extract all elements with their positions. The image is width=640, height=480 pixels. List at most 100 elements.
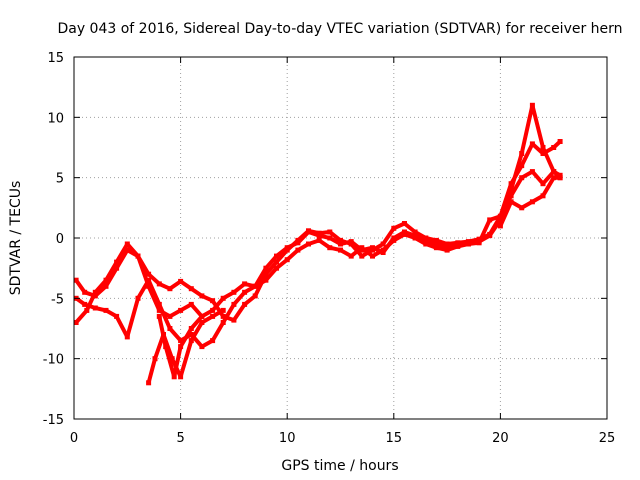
series-point-track-b: [370, 247, 375, 253]
series-point-track-d: [146, 380, 152, 386]
series-point-track-a: [540, 145, 546, 150]
series-point-track-c: [465, 241, 471, 247]
series-point-track-b: [433, 237, 439, 243]
y-tick-label: 15: [47, 51, 64, 66]
series-point-track-c: [114, 313, 120, 319]
series-point-track-c: [231, 301, 237, 307]
series-point-track-b: [412, 229, 418, 235]
series-point-track-c: [263, 277, 269, 283]
series-point-track-e: [188, 326, 194, 331]
series-point-track-b: [487, 231, 493, 237]
series-point-track-b: [114, 265, 120, 271]
series-point-track-b: [348, 241, 354, 247]
series-point-track-f: [497, 223, 503, 229]
series-point-track-c: [359, 245, 365, 251]
y-tick-label: 0: [56, 232, 64, 247]
series-point-track-a: [242, 281, 248, 287]
series-point-track-a: [274, 253, 279, 259]
series-point-track-a: [124, 241, 130, 247]
series-point-track-b: [274, 259, 279, 265]
series-line-track-c: [74, 169, 563, 349]
series-point-track-b: [231, 317, 237, 323]
series-point-track-c: [508, 193, 514, 199]
series-point-track-c: [444, 247, 450, 253]
series-point-track-b: [316, 230, 322, 236]
series-point-track-a: [220, 295, 226, 301]
series-layer: [73, 102, 563, 386]
series-point-track-c: [348, 253, 354, 259]
series-point-track-a: [433, 241, 439, 247]
series-point-track-c: [156, 301, 162, 307]
x-tick-label: 5: [176, 431, 184, 446]
series-point-track-a: [519, 151, 525, 156]
chart-title: Day 043 of 2016, Sidereal Day-to-day VTE…: [57, 21, 622, 37]
x-tick-label: 20: [492, 431, 509, 446]
series-point-track-f: [557, 175, 563, 181]
series-point-track-b: [540, 151, 546, 156]
x-tick-label: 25: [599, 431, 616, 446]
series-point-track-c: [519, 175, 525, 181]
series-point-track-c: [178, 338, 184, 344]
series-point-track-c: [316, 237, 322, 243]
series-point-track-f: [551, 175, 557, 181]
series-point-track-a: [92, 289, 98, 295]
y-tick-label: -5: [51, 292, 64, 307]
series-point-track-c: [487, 217, 493, 223]
x-axis-label: GPS time / hours: [281, 458, 398, 474]
series-point-track-b: [124, 247, 130, 253]
y-tick-label: 5: [56, 172, 64, 187]
x-tick-label: 0: [70, 431, 78, 446]
series-point-track-b: [391, 225, 397, 231]
series-point-track-d: [188, 338, 194, 344]
series-point-track-a: [178, 307, 184, 313]
series-point-track-c: [338, 247, 343, 253]
series-point-track-b: [135, 253, 141, 259]
series-point-track-b: [242, 301, 248, 307]
series-point-track-b: [327, 229, 333, 235]
series-point-track-c: [540, 181, 546, 187]
series-point-track-d: [199, 320, 205, 325]
series-point-track-c: [476, 240, 482, 246]
series-point-track-b: [156, 281, 162, 287]
series-point-track-b: [508, 181, 514, 187]
series-point-track-a: [263, 265, 269, 271]
series-point-track-d: [169, 356, 175, 362]
series-point-track-a: [338, 241, 343, 247]
y-tick-label: -10: [43, 353, 64, 368]
series-point-track-e: [199, 313, 205, 319]
y-tick-label: -15: [43, 413, 64, 428]
series-point-track-b: [210, 298, 216, 304]
series-point-track-a: [529, 102, 535, 108]
series-point-track-d: [152, 356, 158, 362]
series-point-track-b: [263, 271, 269, 277]
series-point-track-c: [370, 253, 375, 259]
series-point-track-b: [306, 228, 311, 234]
series-point-track-d: [210, 313, 216, 319]
series-point-track-e: [163, 344, 169, 350]
series-point-track-a: [167, 313, 173, 319]
series-point-track-c: [199, 344, 205, 350]
series-point-track-a: [73, 320, 79, 325]
series-point-track-b: [220, 313, 226, 319]
series-point-track-c: [146, 277, 152, 283]
series-point-track-b: [178, 278, 184, 284]
series-point-track-c: [529, 169, 535, 175]
series-point-track-b: [82, 289, 88, 295]
series-point-track-c: [220, 320, 226, 325]
series-point-track-c: [124, 334, 130, 340]
series-point-track-b: [455, 240, 461, 246]
series-point-track-b: [380, 241, 386, 247]
series-point-track-c: [455, 243, 461, 249]
series-point-track-b: [103, 283, 109, 289]
x-axis-ticks: 0 5 10 15 20 25: [70, 57, 615, 446]
y-axis-label: SDTVAR / TECUs: [8, 181, 24, 296]
series-point-track-f: [529, 199, 535, 205]
y-tick-label: 10: [47, 111, 64, 126]
series-point-track-e: [156, 313, 162, 319]
series-point-track-a: [103, 277, 109, 283]
series-point-track-e: [178, 344, 184, 350]
series-point-track-c: [242, 289, 248, 295]
series-point-track-c: [284, 257, 290, 263]
series-point-track-c: [274, 265, 279, 271]
